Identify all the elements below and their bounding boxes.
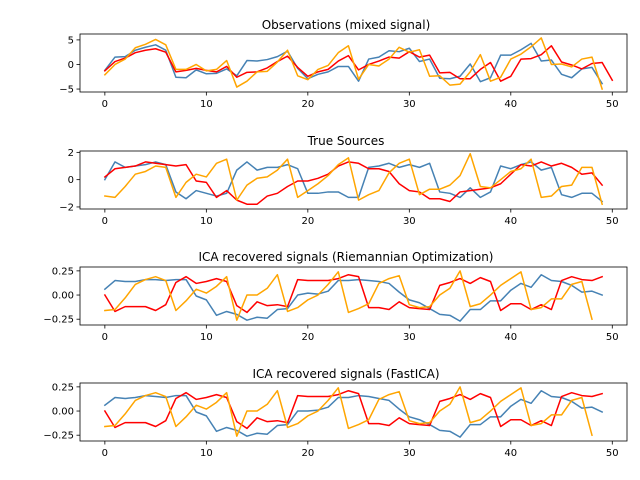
x-tick-label: 30 <box>403 99 416 110</box>
series-line-0 <box>103 273 604 322</box>
x-tick-label: 50 <box>606 99 619 110</box>
subplot-title: ICA recovered signals (Riemannian Optimi… <box>198 250 493 264</box>
x-tick-label: 10 <box>200 99 213 110</box>
series-line-1 <box>103 161 604 205</box>
series-line-0 <box>103 389 604 438</box>
axes-frame <box>79 266 628 326</box>
y-tick-label: 5 <box>68 35 74 46</box>
y-tick-label: 0 <box>68 60 74 71</box>
plot-area: 0 10 20 30 40 50 −2 0 2 <box>59 148 628 227</box>
x-tick-label: 0 <box>102 99 108 110</box>
x-tick-label: 40 <box>504 332 517 343</box>
y-tick-label: 0.00 <box>52 407 74 418</box>
x-tick-label: 10 <box>200 332 213 343</box>
y-tick-label: −2 <box>59 202 74 213</box>
series-line-2 <box>104 152 604 206</box>
plot-area: 0 10 20 30 40 50 −5 0 5 <box>59 33 628 110</box>
x-tick-label: 0 <box>102 332 108 343</box>
axes-frame <box>79 382 628 442</box>
x-tick-label: 10 <box>200 216 213 227</box>
series-line-1 <box>103 45 614 82</box>
series-line-2 <box>103 37 604 90</box>
y-tick-label: −0.25 <box>43 315 74 326</box>
x-tick-label: 30 <box>403 332 416 343</box>
series-line-1 <box>103 389 604 430</box>
y-tick-label: 0.25 <box>52 382 74 393</box>
y-tick-label: −5 <box>59 85 74 96</box>
series-line-2 <box>104 270 593 321</box>
y-tick-label: 0.00 <box>52 291 74 302</box>
x-tick-label: 40 <box>504 99 517 110</box>
x-tick-label: 30 <box>403 216 416 227</box>
y-tick-label: 2 <box>68 148 74 159</box>
x-tick-label: 20 <box>301 332 314 343</box>
series-line-1 <box>103 273 604 314</box>
axes-frame <box>79 33 628 93</box>
plot-area: 0 10 20 30 40 50 −0.25 0.00 0.25 <box>43 266 628 343</box>
y-tick-label: −0.25 <box>43 431 74 442</box>
x-tick-label: 50 <box>606 332 619 343</box>
x-tick-label: 40 <box>504 448 517 459</box>
x-tick-label: 0 <box>102 216 108 227</box>
subplot-ica-fastica: ICA recovered signals (FastICA) 0 10 20 30 4… <box>43 367 628 459</box>
y-tick-label: 0 <box>68 175 74 186</box>
subplot-title: True Sources <box>307 134 385 148</box>
plot-area: 0 10 20 30 40 50 −0.25 0.00 0.25 <box>43 382 628 459</box>
x-tick-label: 30 <box>403 448 416 459</box>
x-tick-label: 20 <box>301 448 314 459</box>
subplot-title: ICA recovered signals (FastICA) <box>252 367 439 381</box>
subplot-true-sources: True Sources 0 10 20 30 40 50 −2 0 2 <box>59 134 628 227</box>
x-tick-label: 0 <box>102 448 108 459</box>
x-tick-label: 10 <box>200 448 213 459</box>
subplot-title: Observations (mixed signal) <box>262 18 431 32</box>
x-tick-label: 50 <box>606 216 619 227</box>
x-tick-label: 50 <box>606 448 619 459</box>
x-tick-label: 20 <box>301 99 314 110</box>
x-tick-label: 20 <box>301 216 314 227</box>
series-line-0 <box>103 42 604 85</box>
subplot-ica-riemannian: ICA recovered signals (Riemannian Optimi… <box>43 250 628 343</box>
x-tick-label: 40 <box>504 216 517 227</box>
subplot-observations: Observations (mixed signal) 0 10 20 30 40 50−… <box>59 18 628 110</box>
series-line-2 <box>104 386 593 437</box>
y-tick-label: 0.25 <box>52 266 74 277</box>
